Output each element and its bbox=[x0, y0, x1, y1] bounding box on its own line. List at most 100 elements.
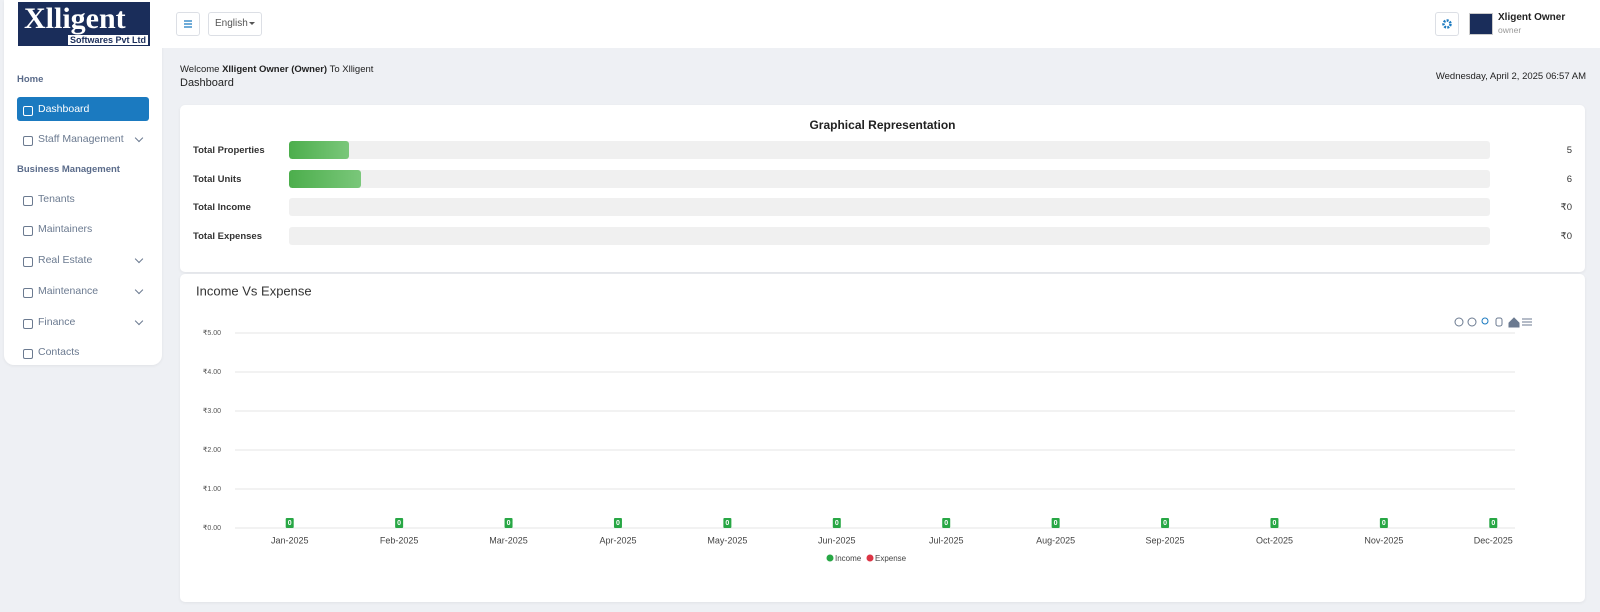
x-tick-label: Jun-2025 bbox=[818, 535, 856, 545]
menu-link[interactable]: Maintenance bbox=[17, 279, 149, 303]
summary-value: ₹0 bbox=[1560, 202, 1572, 213]
menu: Home Dashboard Staff Management Business Ma… bbox=[4, 66, 162, 365]
submenu-chevron bbox=[134, 285, 144, 295]
summary-label: Total Units bbox=[193, 173, 242, 185]
chart-toolbar bbox=[1454, 317, 1532, 328]
legend-item[interactable]: Expense bbox=[866, 554, 907, 563]
menu-link[interactable]: Dashboard bbox=[17, 96, 149, 121]
menu-row: Tenants bbox=[4, 187, 162, 216]
menu-label: Staff Management bbox=[38, 133, 124, 146]
y-tick-label: ₹1.00 bbox=[203, 485, 221, 493]
welcome-prefix: Welcome bbox=[180, 64, 220, 75]
data-label: 0 bbox=[1491, 520, 1495, 527]
menu-label: Real Estate bbox=[38, 254, 93, 267]
menu-icon bbox=[23, 318, 33, 329]
legend-item[interactable]: Income bbox=[826, 554, 862, 563]
submenu-chevron bbox=[134, 316, 144, 325]
y-tick-label: ₹2.00 bbox=[203, 446, 221, 454]
menu-row: Business Management bbox=[4, 156, 162, 185]
data-label: 0 bbox=[1382, 520, 1386, 527]
sidebar: Xlligent Softwares Pvt Ltd Home Dashboard… bbox=[4, 0, 162, 365]
summary-label: Total Expenses bbox=[193, 230, 262, 242]
top-bar: English Xligent Owner owner bbox=[162, 0, 1600, 48]
chart-card: Income Vs Expense ₹0.00 ₹1.00 ₹2.00 ₹3.00 ₹4… bbox=[180, 274, 1585, 602]
menu-row: Staff Management bbox=[4, 127, 162, 156]
menu-link[interactable]: Staff Management bbox=[17, 127, 149, 151]
user-name[interactable]: Xligent Owner bbox=[1498, 12, 1566, 23]
chart-title: Income Vs Expense bbox=[196, 283, 312, 298]
legend-marker bbox=[826, 554, 834, 562]
menu-icon bbox=[23, 226, 33, 237]
menu-section: Business Management bbox=[17, 164, 120, 176]
progress-bar bbox=[289, 169, 362, 188]
language-select[interactable]: English bbox=[208, 12, 262, 36]
data-label-box bbox=[504, 518, 513, 528]
menu-link[interactable]: Tenants bbox=[17, 187, 149, 211]
data-label-box bbox=[1270, 518, 1279, 528]
summary-value: ₹0 bbox=[1560, 230, 1572, 242]
menu-label: Maintenance bbox=[38, 284, 99, 297]
y-tick-label: ₹5.00 bbox=[203, 329, 221, 337]
menu-icon[interactable] bbox=[1522, 318, 1532, 326]
summary-label: Total Income bbox=[193, 202, 251, 213]
data-label-box bbox=[1379, 518, 1388, 528]
data-label: 0 bbox=[507, 520, 511, 527]
summary-title: Graphical Representation bbox=[809, 118, 956, 132]
menu-row: Maintenance bbox=[4, 279, 162, 308]
progress-track bbox=[289, 226, 1490, 245]
data-label: 0 bbox=[944, 520, 948, 527]
x-tick-label: Jan-2025 bbox=[271, 535, 309, 545]
pan[interactable] bbox=[1495, 317, 1503, 327]
menu-label: Contacts bbox=[38, 346, 80, 359]
data-label-box bbox=[1161, 518, 1170, 528]
welcome-suffix: To Xlligent bbox=[329, 64, 374, 75]
x-tick-label: Nov-2025 bbox=[1364, 535, 1403, 545]
x-tick-label: Feb-2025 bbox=[380, 535, 419, 545]
summary-label: Total Properties bbox=[193, 145, 265, 156]
menu-row: Real Estate bbox=[4, 248, 162, 277]
legend-label: Income bbox=[835, 554, 862, 563]
data-label: 0 bbox=[397, 520, 401, 527]
user-role: owner bbox=[1498, 25, 1522, 35]
summary-card: Graphical Representation Total Propertie… bbox=[180, 105, 1585, 272]
hamburger-icon bbox=[184, 20, 192, 28]
data-label: 0 bbox=[725, 520, 729, 527]
welcome: Welcome Xlligent Owner (Owner) To Xllige… bbox=[180, 64, 373, 75]
data-label-box bbox=[723, 518, 732, 528]
submenu-chevron bbox=[134, 134, 144, 143]
progress-track bbox=[289, 141, 1490, 159]
menu-icon bbox=[23, 105, 33, 116]
menu-row: Finance bbox=[4, 310, 162, 339]
logo-name: Xlligent bbox=[24, 2, 126, 35]
progress-bar bbox=[289, 141, 350, 159]
avatar[interactable] bbox=[1469, 13, 1493, 35]
page-title: Dashboard bbox=[180, 77, 234, 89]
menu-label: Finance bbox=[38, 315, 76, 328]
menu-link[interactable]: Contacts bbox=[17, 340, 149, 364]
menu-row: Dashboard bbox=[4, 96, 162, 126]
legend-marker bbox=[866, 554, 874, 562]
y-tick-label: ₹4.00 bbox=[203, 368, 221, 376]
reset[interactable] bbox=[1508, 317, 1520, 328]
legend-label: Expense bbox=[875, 554, 907, 563]
menu-toggle[interactable] bbox=[176, 12, 200, 36]
data-label: 0 bbox=[1273, 520, 1277, 527]
x-tick-label: Aug-2025 bbox=[1036, 535, 1075, 545]
zoom-out[interactable] bbox=[1467, 317, 1477, 327]
settings-button[interactable] bbox=[1435, 12, 1459, 36]
zoom-in[interactable] bbox=[1454, 317, 1464, 327]
menu-link[interactable]: Maintainers bbox=[17, 217, 149, 241]
menu-link[interactable]: Finance bbox=[17, 310, 149, 334]
chart: Income Vs Expense ₹0.00 ₹1.00 ₹2.00 ₹3.00 ₹4… bbox=[196, 283, 1532, 563]
zoom-select[interactable] bbox=[1481, 317, 1489, 325]
menu-row: Home bbox=[4, 66, 162, 95]
summary-value: 5 bbox=[1566, 145, 1572, 156]
data-label-box bbox=[832, 518, 841, 528]
data-label-box bbox=[285, 518, 294, 528]
menu-icon bbox=[23, 195, 33, 206]
menu-link[interactable]: Real Estate bbox=[17, 248, 149, 272]
data-label-box bbox=[1489, 518, 1498, 528]
gear-icon bbox=[1442, 19, 1452, 29]
logo[interactable]: Xlligent Softwares Pvt Ltd bbox=[18, 2, 150, 46]
data-label-box bbox=[395, 518, 404, 528]
